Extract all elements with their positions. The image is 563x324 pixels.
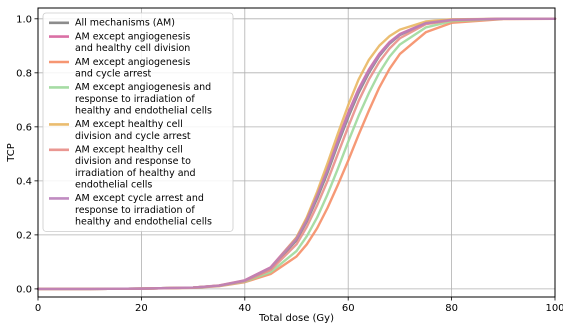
x-tick-label-2: 40 [238,303,251,314]
legend-label-1-line-1: and healthy cell division [75,43,190,54]
legend-label-3-line-2: healthy and endothelial cells [75,105,212,116]
legend-label-5-line-3: endothelial cells [75,179,152,190]
x-axis-label: Total dose (Gy) [258,313,334,324]
ticks: 0 20 40 60 80 100 0.0 0.2 0.4 0.6 0.8 1.0 [16,14,563,314]
plot-frame [37,7,556,298]
x-tick-label-1: 20 [135,303,148,314]
legend-label-5-line-0: AM except healthy cell [75,145,183,156]
legend-label-4-line-0: AM except healthy cell [75,119,183,130]
legend-label-3-line-0: AM except angiogenesis and [75,82,211,93]
y-tick-label-3: 0.6 [16,122,32,133]
legend: All mechanisms (AM) AM except angiogenesi… [42,12,234,232]
x-tick-label-4: 80 [445,303,458,314]
y-tick-label-1: 0.2 [16,230,32,241]
legend-label-2-line-0: AM except angiogenesis [75,57,190,68]
series-lines [36,17,557,291]
legend-label-5-line-2: irradiation of healthy and [75,168,196,179]
legend-label-6-line-0: AM except cycle arrest and [75,193,204,204]
y-tick-label-0: 0.0 [16,284,32,295]
legend-label-6-line-2: healthy and endothelial cells [75,216,212,227]
legend-label-0-line-0: All mechanisms (AM) [75,18,175,29]
legend-label-4-line-1: division and cycle arrest [75,131,191,142]
series-line-6 [36,17,557,291]
legend-label-3-line-1: response to irradiation of [75,94,195,105]
legend-label-5-line-1: division and response to [75,156,191,167]
legend-label-1-line-0: AM except angiogenesis [75,31,190,42]
x-tick-label-3: 60 [342,303,355,314]
x-tick-label-0: 0 [35,303,41,314]
legend-label-6-line-1: response to irradiation of [75,205,195,216]
legend-box [42,12,234,232]
y-tick-label-5: 1.0 [16,14,32,25]
x-tick-label-5: 100 [545,303,563,314]
y-tick-label-4: 0.8 [16,68,32,79]
y-tick-label-2: 0.4 [16,176,32,187]
y-axis-label: TCP [6,143,17,163]
legend-label-2-line-1: and cycle arrest [75,68,152,79]
